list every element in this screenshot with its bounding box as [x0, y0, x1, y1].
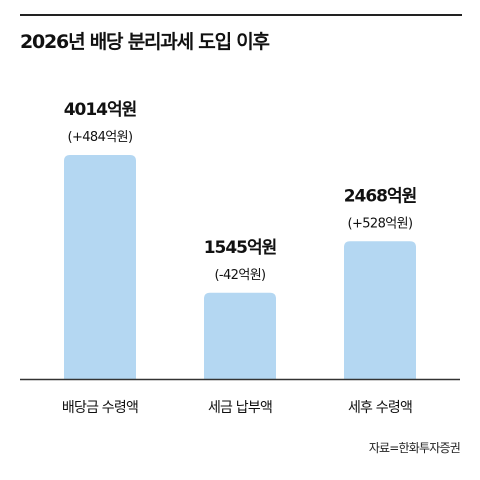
category-tick-label: 세금 납부액	[208, 400, 272, 416]
category-tick-label: 세후 수령액	[348, 400, 412, 416]
bar	[344, 241, 416, 379]
bar-change-label: (-42억원)	[214, 268, 265, 283]
chart-title: 2026년 배당 분리과세 도입 이후	[20, 31, 270, 53]
bar	[64, 155, 136, 379]
top-rule	[20, 14, 462, 16]
source-note: 자료=한화투자증권	[368, 441, 461, 455]
bar-change-label: (+528억원)	[348, 216, 413, 231]
bar-value-label: 1545억원	[204, 238, 277, 258]
bar-value-label: 4014억원	[64, 100, 137, 120]
bar-change-label: (+484억원)	[68, 130, 133, 145]
bar	[204, 292, 276, 379]
bar-value-label: 2468억원	[344, 186, 417, 206]
category-tick-label: 배당금 수령액	[62, 400, 138, 416]
